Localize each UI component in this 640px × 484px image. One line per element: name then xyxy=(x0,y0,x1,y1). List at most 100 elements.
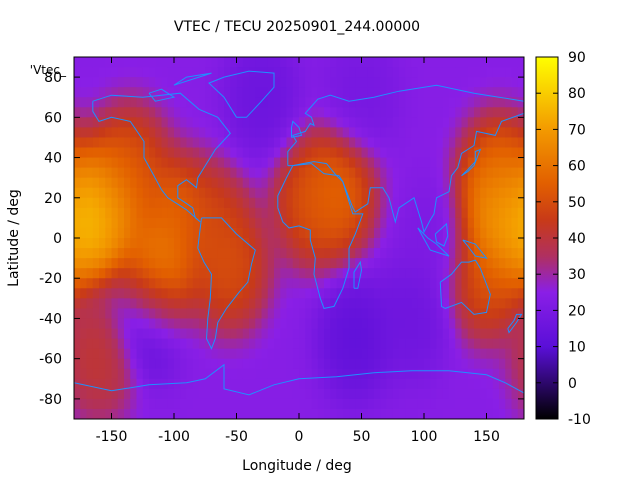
heatmap-cell xyxy=(342,137,350,149)
heatmap-cell xyxy=(174,318,181,330)
heatmap-cell xyxy=(417,358,425,370)
heatmap-cell xyxy=(217,147,225,159)
heatmap-cell xyxy=(511,358,519,370)
heatmap-cell xyxy=(105,258,113,269)
heatmap-cell xyxy=(499,398,506,410)
heatmap-cell xyxy=(142,258,150,269)
heatmap-cell xyxy=(474,77,481,88)
heatmap-cell xyxy=(80,87,88,98)
heatmap-cell xyxy=(267,57,275,68)
heatmap-cell xyxy=(280,388,288,400)
heatmap-cell xyxy=(99,248,106,259)
heatmap-cell xyxy=(74,127,81,139)
heatmap-cell xyxy=(349,97,356,108)
heatmap-cell xyxy=(80,388,88,400)
heatmap-cell xyxy=(80,177,88,189)
heatmap-cell xyxy=(255,177,263,189)
heatmap-cell xyxy=(161,408,169,419)
heatmap-cell xyxy=(117,278,125,289)
heatmap-cell xyxy=(224,57,231,68)
heatmap-cell xyxy=(130,117,138,128)
heatmap-cell xyxy=(486,187,494,199)
heatmap-cell xyxy=(392,358,400,370)
heatmap-cell xyxy=(186,238,194,249)
heatmap-cell xyxy=(430,358,438,370)
heatmap-cell xyxy=(236,167,244,179)
heatmap-cell xyxy=(386,258,394,269)
heatmap-cell xyxy=(392,227,400,239)
heatmap-cell xyxy=(161,57,169,68)
heatmap-cell xyxy=(136,348,144,360)
heatmap-cell xyxy=(186,348,194,360)
colorbar-tick-label: 0 xyxy=(568,376,577,392)
heatmap-cell xyxy=(124,238,131,249)
heatmap-cell xyxy=(336,107,344,118)
heatmap-cell xyxy=(517,368,524,380)
heatmap-cell xyxy=(80,147,88,159)
heatmap-cell xyxy=(217,177,225,189)
heatmap-cell xyxy=(80,408,88,419)
heatmap-cell xyxy=(311,67,319,78)
heatmap-cell xyxy=(274,318,281,330)
heatmap-cell xyxy=(117,207,125,219)
heatmap-cell xyxy=(492,348,500,360)
heatmap-cell xyxy=(199,338,206,350)
heatmap-cell xyxy=(336,398,344,410)
heatmap-cell xyxy=(192,258,200,269)
heatmap-cell xyxy=(286,67,294,78)
heatmap-cell xyxy=(455,348,463,360)
heatmap-cell xyxy=(167,318,175,330)
heatmap-cell xyxy=(174,348,181,360)
heatmap-cell xyxy=(99,157,106,169)
heatmap-cell xyxy=(317,308,325,320)
heatmap-cell xyxy=(330,398,338,410)
heatmap-cell xyxy=(374,388,381,400)
heatmap-cell xyxy=(155,318,163,330)
heatmap-cell xyxy=(167,348,175,360)
heatmap-cell xyxy=(411,368,419,380)
heatmap-cell xyxy=(417,248,425,259)
heatmap-cell xyxy=(511,77,519,88)
heatmap-cell xyxy=(474,147,481,159)
heatmap-cell xyxy=(374,137,381,149)
heatmap-cell xyxy=(136,157,144,169)
heatmap-cell xyxy=(192,308,200,320)
heatmap-cell xyxy=(80,238,88,249)
heatmap-cell xyxy=(492,328,500,340)
heatmap-cell xyxy=(361,328,369,340)
heatmap-cell xyxy=(92,318,100,330)
heatmap-cell xyxy=(305,308,313,320)
heatmap-cell xyxy=(149,378,156,390)
heatmap-cell xyxy=(505,77,513,88)
heatmap-cell xyxy=(511,238,519,249)
heatmap-cell xyxy=(424,157,431,169)
heatmap-cell xyxy=(317,177,325,189)
heatmap-cell xyxy=(242,77,250,88)
heatmap-cell xyxy=(124,288,131,299)
heatmap-cell xyxy=(149,137,156,149)
heatmap-cell xyxy=(511,278,519,289)
heatmap-cell xyxy=(174,258,181,269)
heatmap-cell xyxy=(311,378,319,390)
heatmap-cell xyxy=(111,107,119,118)
heatmap-cell xyxy=(136,67,144,78)
heatmap-cell xyxy=(280,157,288,169)
heatmap-cell xyxy=(261,268,269,279)
heatmap-cell xyxy=(299,107,306,118)
heatmap-cell xyxy=(136,408,144,419)
heatmap-cell xyxy=(299,57,306,68)
heatmap-cell xyxy=(267,238,275,249)
heatmap-cell xyxy=(492,227,500,239)
heatmap-cell xyxy=(342,147,350,159)
heatmap-cell xyxy=(105,97,113,108)
heatmap-cell xyxy=(174,268,181,279)
heatmap-cell xyxy=(74,388,81,400)
heatmap-cell xyxy=(236,298,244,309)
heatmap-cell xyxy=(405,217,413,229)
heatmap-cell xyxy=(349,388,356,400)
heatmap-cell xyxy=(305,288,313,299)
heatmap-cell xyxy=(186,137,194,149)
heatmap-cell xyxy=(161,137,169,149)
heatmap-cell xyxy=(142,87,150,98)
heatmap-cell xyxy=(355,398,363,410)
